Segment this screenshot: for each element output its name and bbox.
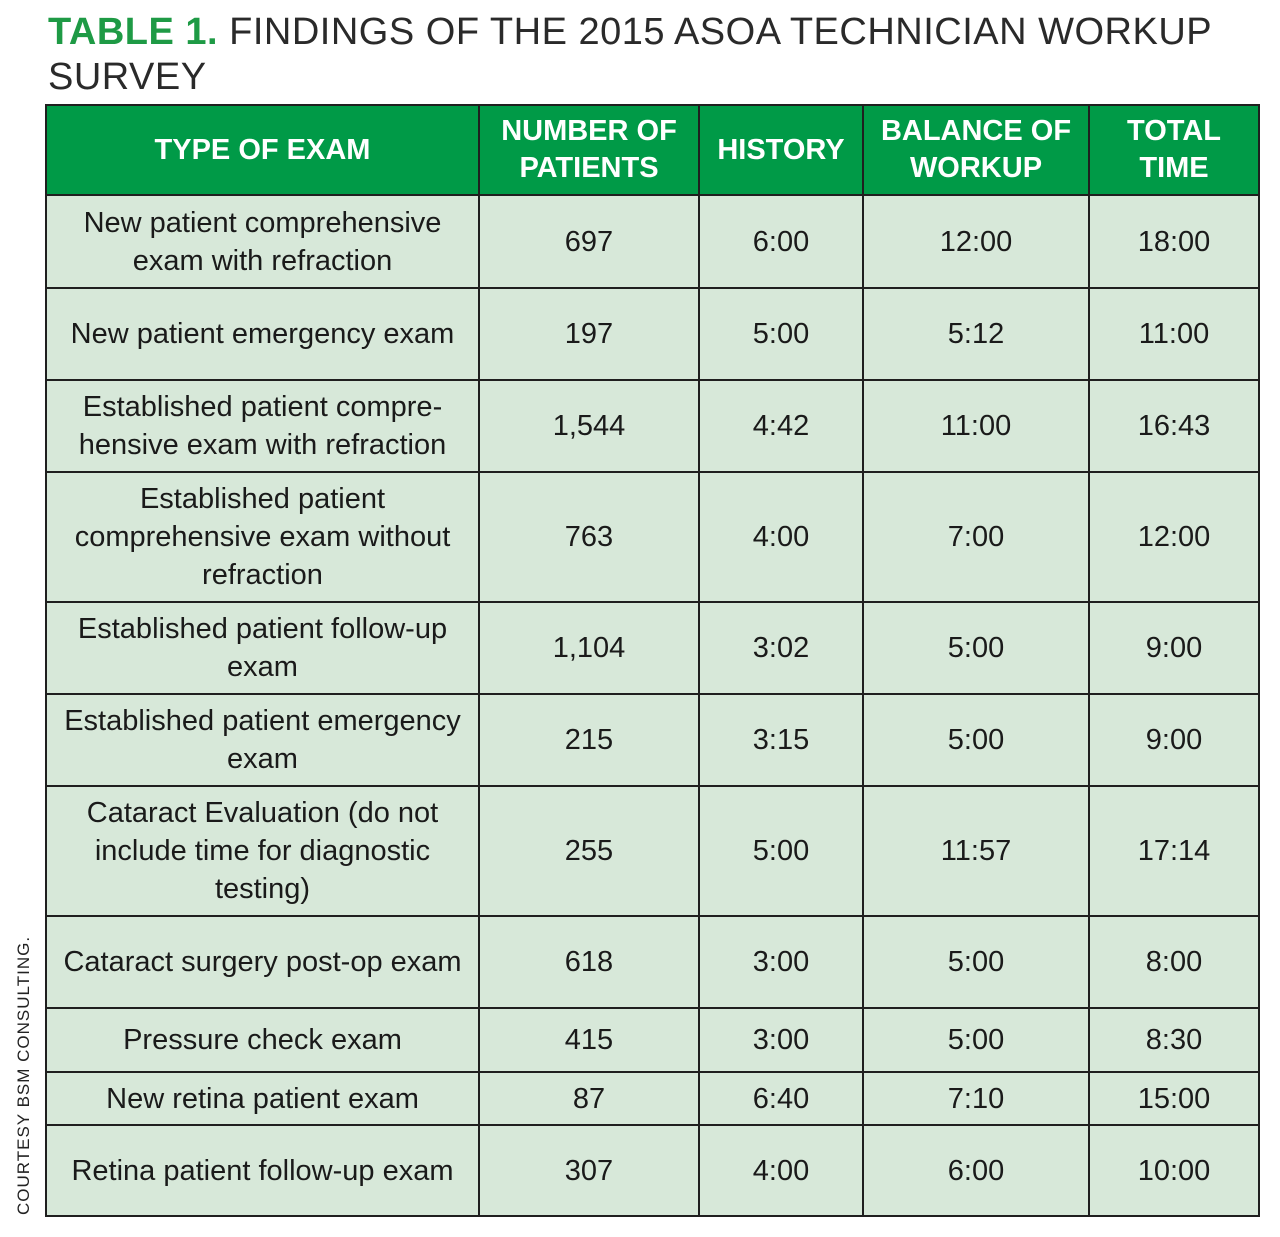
- cell-exam: Pressure check exam: [45, 1007, 480, 1073]
- cell-history: 3:02: [698, 601, 864, 695]
- cell-exam: Cataract surgery post-op exam: [45, 915, 480, 1009]
- cell-balance: 7:00: [862, 471, 1090, 603]
- cell-history: 3:00: [698, 1007, 864, 1073]
- cell-total: 10:00: [1088, 1124, 1260, 1217]
- table-row: New patient comprehensive exam with refr…: [45, 194, 1260, 289]
- table-row: New retina patient exam 87 6:40 7:10 15:…: [45, 1071, 1260, 1126]
- cell-total: 12:00: [1088, 471, 1260, 603]
- cell-balance: 12:00: [862, 194, 1090, 289]
- cell-total: 9:00: [1088, 601, 1260, 695]
- cell-total: 18:00: [1088, 194, 1260, 289]
- cell-patients: 618: [478, 915, 700, 1009]
- table-row: Established patient follow-up exam 1,104…: [45, 601, 1260, 695]
- cell-exam: Established patient compre-hensive exam …: [45, 379, 480, 473]
- cell-patients: 215: [478, 693, 700, 787]
- cell-total: 8:30: [1088, 1007, 1260, 1073]
- cell-balance: 5:00: [862, 915, 1090, 1009]
- cell-balance: 5:00: [862, 1007, 1090, 1073]
- header-history: HISTORY: [698, 104, 864, 196]
- table-header-row: TYPE OF EXAM NUMBER OF PATIENTS HISTORY …: [45, 104, 1260, 196]
- workup-survey-table: TYPE OF EXAM NUMBER OF PATIENTS HISTORY …: [45, 104, 1260, 1217]
- header-type-of-exam: TYPE OF EXAM: [45, 104, 480, 196]
- cell-history: 4:42: [698, 379, 864, 473]
- cell-patients: 697: [478, 194, 700, 289]
- cell-balance: 5:00: [862, 693, 1090, 787]
- header-number-of-patients: NUMBER OF PATIENTS: [478, 104, 700, 196]
- cell-balance: 11:00: [862, 379, 1090, 473]
- cell-total: 15:00: [1088, 1071, 1260, 1126]
- cell-patients: 763: [478, 471, 700, 603]
- cell-history: 3:00: [698, 915, 864, 1009]
- cell-history: 5:00: [698, 785, 864, 917]
- table-title-label: TABLE 1.: [48, 11, 219, 53]
- table-row: Pressure check exam 415 3:00 5:00 8:30: [45, 1007, 1260, 1073]
- cell-total: 17:14: [1088, 785, 1260, 917]
- cell-history: 6:00: [698, 194, 864, 289]
- cell-exam: New patient emergency exam: [45, 287, 480, 381]
- table-row: Cataract surgery post-op exam 618 3:00 5…: [45, 915, 1260, 1009]
- cell-exam: New patient comprehensive exam with refr…: [45, 194, 480, 289]
- cell-exam: Established patient emergency exam: [45, 693, 480, 787]
- cell-history: 4:00: [698, 471, 864, 603]
- table-row: Established patient compre-hensive exam …: [45, 379, 1260, 473]
- cell-history: 6:40: [698, 1071, 864, 1126]
- cell-exam: Retina patient follow-up exam: [45, 1124, 480, 1217]
- table-title-text: FINDINGS OF THE 2015 ASOA TECHNICIAN WOR…: [48, 11, 1212, 98]
- table-row: Established patient comprehensive exam w…: [45, 471, 1260, 603]
- table-row: Established patient emergency exam 215 3…: [45, 693, 1260, 787]
- cell-history: 4:00: [698, 1124, 864, 1217]
- cell-balance: 6:00: [862, 1124, 1090, 1217]
- image-credit: COURTESY BSM CONSULTING.: [14, 935, 33, 1215]
- cell-exam: Established patient follow-up exam: [45, 601, 480, 695]
- cell-total: 11:00: [1088, 287, 1260, 381]
- table-row: New patient emergency exam 197 5:00 5:12…: [45, 287, 1260, 381]
- cell-patients: 197: [478, 287, 700, 381]
- cell-patients: 415: [478, 1007, 700, 1073]
- cell-patients: 255: [478, 785, 700, 917]
- cell-patients: 1,104: [478, 601, 700, 695]
- cell-patients: 1,544: [478, 379, 700, 473]
- cell-patients: 87: [478, 1071, 700, 1126]
- header-balance-of-workup: BALANCE OF WORKUP: [862, 104, 1090, 196]
- cell-total: 16:43: [1088, 379, 1260, 473]
- cell-balance: 5:00: [862, 601, 1090, 695]
- cell-patients: 307: [478, 1124, 700, 1217]
- cell-balance: 11:57: [862, 785, 1090, 917]
- table-row: Cataract Evaluation (do not include time…: [45, 785, 1260, 917]
- cell-history: 3:15: [698, 693, 864, 787]
- cell-balance: 5:12: [862, 287, 1090, 381]
- header-total-time: TOTAL TIME: [1088, 104, 1260, 196]
- cell-balance: 7:10: [862, 1071, 1090, 1126]
- cell-exam: Established patient comprehensive exam w…: [45, 471, 480, 603]
- cell-total: 9:00: [1088, 693, 1260, 787]
- cell-exam: Cataract Evaluation (do not include time…: [45, 785, 480, 917]
- cell-total: 8:00: [1088, 915, 1260, 1009]
- cell-history: 5:00: [698, 287, 864, 381]
- cell-exam: New retina patient exam: [45, 1071, 480, 1126]
- table-row: Retina patient follow-up exam 307 4:00 6…: [45, 1124, 1260, 1217]
- table-title: TABLE 1. FINDINGS OF THE 2015 ASOA TECHN…: [48, 10, 1248, 100]
